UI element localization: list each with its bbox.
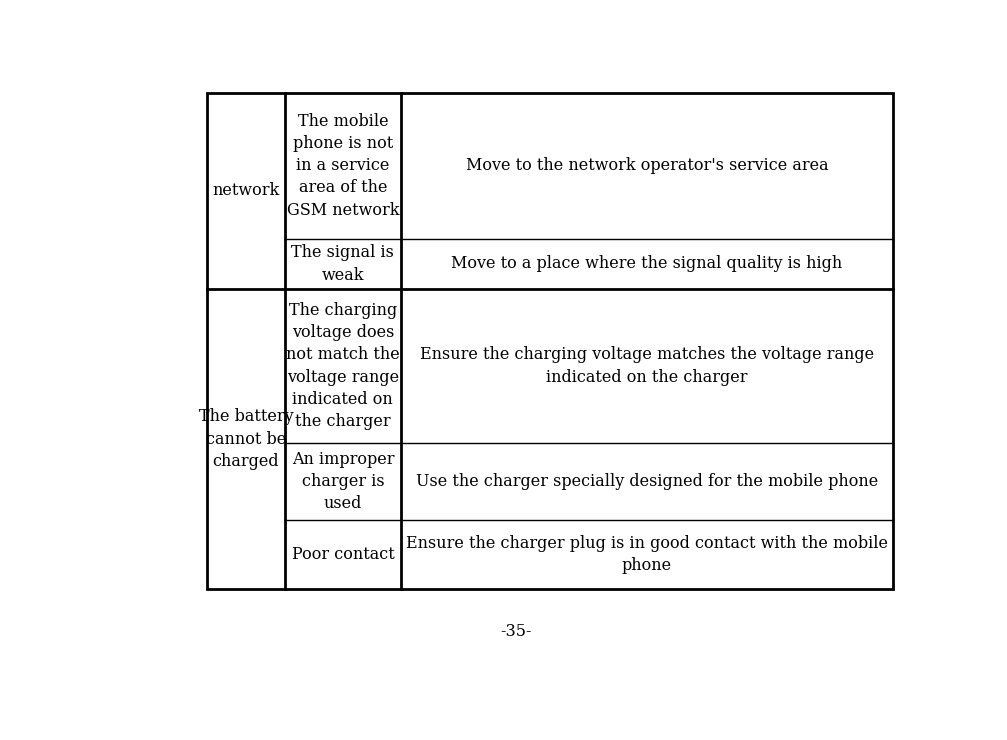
Text: network: network: [212, 182, 280, 199]
Bar: [207, 92, 893, 589]
Text: Ensure the charging voltage matches the voltage range
indicated on the charger: Ensure the charging voltage matches the …: [420, 346, 874, 386]
Text: The charging
voltage does
not match the
voltage range
indicated on
the charger: The charging voltage does not match the …: [286, 302, 400, 430]
Text: The mobile
phone is not
in a service
area of the
GSM network: The mobile phone is not in a service are…: [287, 113, 399, 219]
Text: Move to a place where the signal quality is high: Move to a place where the signal quality…: [451, 255, 843, 272]
Text: An improper
charger is
used: An improper charger is used: [292, 451, 394, 512]
Text: Use the charger specially designed for the mobile phone: Use the charger specially designed for t…: [416, 473, 878, 490]
Text: Move to the network operator's service area: Move to the network operator's service a…: [466, 158, 829, 175]
Text: Poor contact: Poor contact: [291, 546, 395, 563]
Text: The battery
cannot be
charged: The battery cannot be charged: [198, 408, 293, 470]
Text: -35-: -35-: [500, 623, 532, 640]
Text: The signal is
weak: The signal is weak: [291, 244, 395, 283]
Text: Ensure the charger plug is in good contact with the mobile
phone: Ensure the charger plug is in good conta…: [406, 535, 888, 574]
